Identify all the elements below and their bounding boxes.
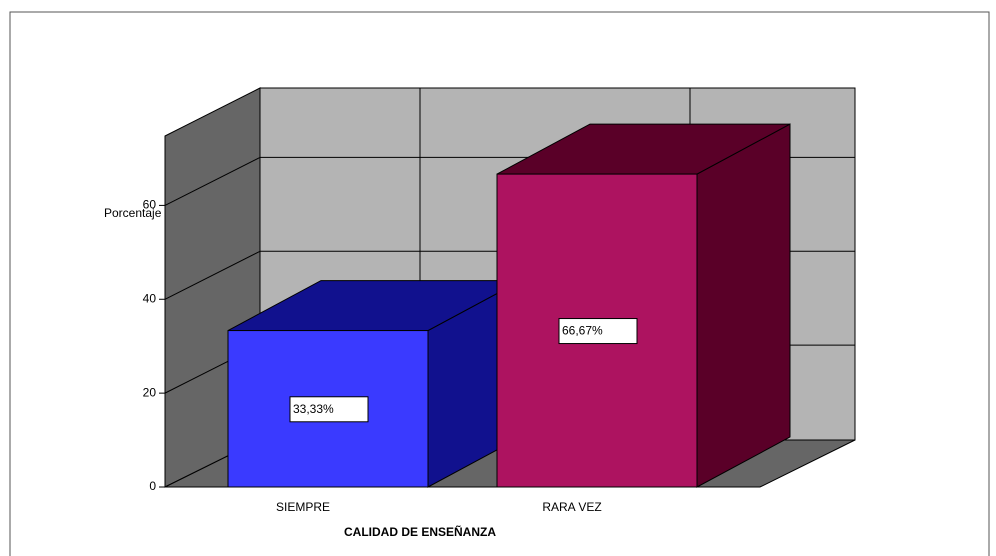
- y-tick-label: 0: [149, 479, 156, 493]
- bar-side: [696, 123, 791, 488]
- y-axis-label: Porcentaje: [104, 206, 162, 220]
- value-label: 66,67%: [562, 324, 603, 338]
- value-label-box: [289, 396, 369, 423]
- y-tick-label: 60: [143, 198, 157, 212]
- value-label-box: [558, 318, 638, 345]
- x-tick-label: RARA VEZ: [542, 500, 601, 514]
- grid-line: [164, 156, 261, 206]
- x-tick-label: SIEMPRE: [276, 500, 330, 514]
- x-axis-label: CALIDAD DE ENSEÑANZA: [344, 524, 496, 539]
- value-label: 33,33%: [293, 402, 334, 416]
- y-tick-label: 40: [143, 291, 157, 305]
- y-tick-label: 20: [143, 385, 157, 399]
- grid-line: [164, 250, 261, 300]
